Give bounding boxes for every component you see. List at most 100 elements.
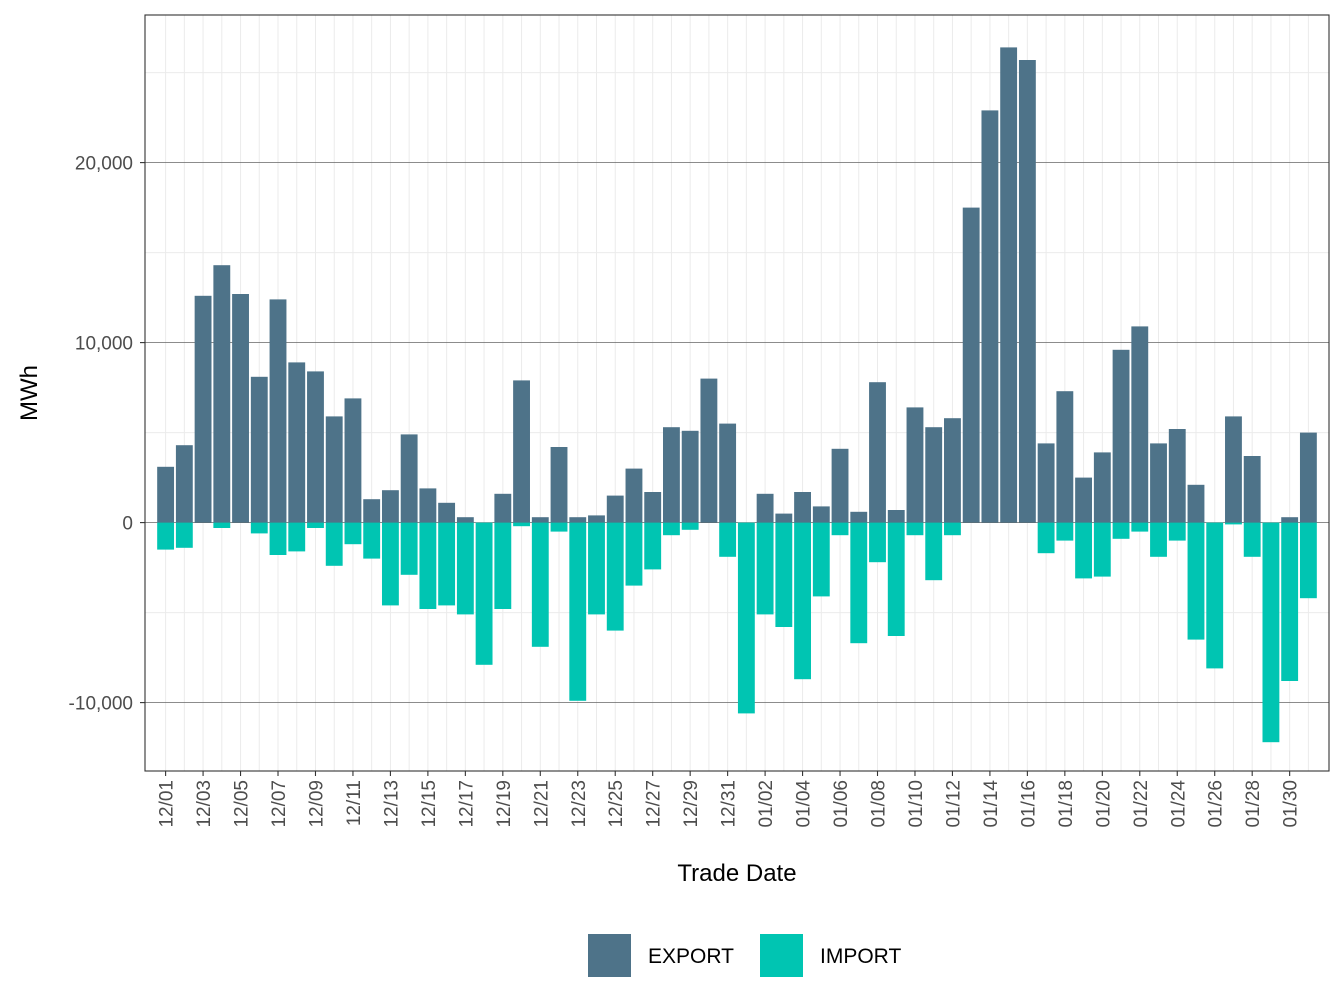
x-tick-label: 12/09 (306, 780, 327, 828)
x-tick-label: 01/10 (906, 780, 927, 828)
export-bar (307, 371, 324, 523)
import-bar (925, 522, 943, 581)
x-tick-label: 01/24 (1168, 780, 1189, 828)
export-bar (325, 416, 343, 523)
x-tick-label: 01/06 (831, 780, 852, 828)
x-tick-label: 12/17 (456, 780, 477, 828)
import-bar (775, 522, 793, 627)
export-bar (1075, 477, 1093, 523)
import-bar (344, 522, 362, 545)
x-tick-label: 01/16 (1018, 780, 1039, 828)
export-bar (494, 493, 512, 523)
import-bar (737, 522, 755, 714)
import-bar (288, 522, 306, 552)
export-bar (438, 502, 456, 523)
export-bar (456, 517, 474, 523)
export-bar (1168, 429, 1186, 523)
export-bar (775, 513, 793, 523)
x-tick-label: 12/27 (644, 780, 665, 828)
export-bar (1299, 432, 1317, 523)
export-bar (213, 265, 231, 523)
x-tick-label: 12/05 (232, 780, 253, 828)
legend-key-import (760, 934, 803, 977)
import-bar (1131, 522, 1149, 532)
export-bar (906, 407, 924, 523)
import-bar (456, 522, 474, 615)
export-bar (812, 506, 830, 523)
import-bar (400, 522, 418, 575)
x-tick-label: 12/19 (494, 780, 515, 828)
export-bar (925, 427, 943, 523)
import-bar (531, 522, 549, 647)
export-bar (157, 466, 175, 523)
export-bar (831, 448, 849, 523)
export-bar (644, 492, 662, 523)
import-bar (381, 522, 399, 606)
export-bar (531, 517, 549, 523)
bars (157, 47, 1317, 743)
export-bar (606, 495, 624, 523)
legend: EXPORT IMPORT (588, 934, 901, 977)
export-bar (1150, 443, 1167, 523)
x-tick-label: 01/08 (869, 780, 890, 828)
import-bar (363, 522, 381, 559)
import-bar (887, 522, 905, 636)
export-bar (981, 110, 999, 523)
import-bar (550, 522, 568, 532)
import-bar (250, 522, 268, 534)
import-bar (569, 522, 587, 701)
y-tick-label: 20,000 (75, 154, 133, 175)
x-tick-label: 01/26 (1206, 780, 1227, 828)
import-bar (157, 522, 175, 550)
export-bar (269, 299, 287, 523)
export-bar (887, 510, 905, 523)
export-bar (1000, 47, 1018, 523)
import-bar (1112, 522, 1130, 539)
y-tick-label: -10,000 (69, 694, 133, 715)
legend-label-export: EXPORT (648, 945, 734, 968)
import-bar (307, 522, 324, 528)
export-bar (944, 418, 961, 523)
import-bar (438, 522, 456, 606)
export-bar (663, 427, 680, 523)
import-bar (269, 522, 287, 555)
import-bar (1187, 522, 1205, 640)
x-tick-label: 01/14 (981, 780, 1002, 828)
export-bar (962, 207, 980, 523)
export-bar (550, 447, 568, 523)
x-tick-label: 12/25 (606, 780, 627, 828)
import-bar (419, 522, 437, 609)
x-axis-title: Trade Date (677, 860, 796, 887)
x-tick-label: 12/11 (344, 780, 365, 826)
x-tick-label: 12/29 (681, 780, 702, 828)
export-bar (250, 376, 268, 523)
export-bar (588, 515, 605, 523)
import-bar (1037, 522, 1055, 554)
x-tick-label: 01/20 (1093, 780, 1114, 828)
x-tick-label: 12/07 (269, 780, 290, 828)
x-tick-label: 01/30 (1281, 780, 1302, 828)
import-bar (1299, 522, 1317, 599)
y-axis-title: MWh (16, 365, 43, 421)
x-tick-label: 01/12 (943, 780, 964, 828)
x-tick-label: 12/13 (381, 780, 402, 828)
export-bar (625, 468, 643, 523)
import-bar (475, 522, 493, 665)
import-bar (494, 522, 512, 609)
export-bar (719, 423, 737, 523)
x-tick-label: 01/04 (794, 780, 815, 828)
export-bar (569, 517, 587, 523)
export-bar (1037, 443, 1055, 523)
import-bar (719, 522, 737, 557)
x-tick-label: 01/22 (1131, 780, 1152, 828)
import-bar (644, 522, 662, 570)
import-bar (869, 522, 886, 563)
x-tick-label: 12/21 (531, 780, 552, 828)
x-tick-label: 12/31 (719, 780, 740, 828)
export-bar (1112, 349, 1130, 523)
export-bar (232, 294, 249, 523)
export-bar (194, 295, 212, 523)
import-bar (756, 522, 774, 615)
import-bar (906, 522, 924, 536)
